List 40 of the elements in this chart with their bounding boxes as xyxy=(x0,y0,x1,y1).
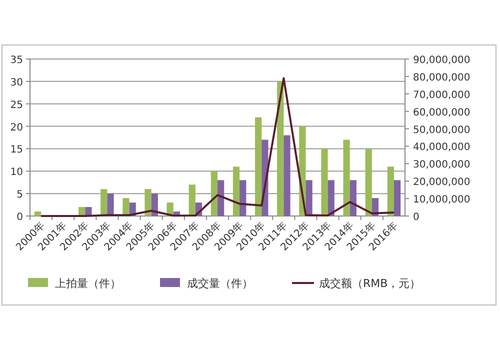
bar xyxy=(387,166,394,216)
bar xyxy=(277,81,284,216)
bar xyxy=(210,171,218,216)
legend-label: 成交额（RMB，元） xyxy=(319,277,421,290)
y-tick-label: 30 xyxy=(10,77,23,88)
bar xyxy=(343,140,350,216)
y2-tick-label: 20,000,000 xyxy=(413,177,470,188)
bar xyxy=(144,189,152,216)
bar xyxy=(255,117,262,216)
bar xyxy=(100,189,108,216)
legend-label: 上拍量（件） xyxy=(55,277,121,290)
bar xyxy=(306,180,312,216)
y2-tick-label: 80,000,000 xyxy=(413,72,470,84)
y2-tick-label: 40,000,000 xyxy=(413,142,470,154)
y-tick-label: 25 xyxy=(10,100,23,111)
y2-tick-label: 0 xyxy=(413,212,420,223)
legend-label: 成交量（件） xyxy=(187,277,253,290)
y-tick-label: 10 xyxy=(10,167,23,178)
bar xyxy=(188,184,196,216)
bar xyxy=(350,180,356,216)
y2-tick-label: 90,000,000 xyxy=(413,55,470,66)
bar xyxy=(218,180,224,216)
bar xyxy=(240,180,246,216)
y2-tick-label: 10,000,000 xyxy=(413,194,470,206)
y2-tick-label: 70,000,000 xyxy=(413,90,470,101)
y2-tick-label: 50,000,000 xyxy=(413,124,470,136)
y-tick-label: 15 xyxy=(10,144,23,156)
bar xyxy=(394,180,401,216)
bar xyxy=(328,180,334,216)
y2-tick-label: 60,000,000 xyxy=(413,107,470,118)
bar xyxy=(232,166,240,216)
bar xyxy=(365,148,372,216)
y-tick-label: 0 xyxy=(16,212,23,223)
y2-tick-label: 30,000,000 xyxy=(413,160,470,171)
bar xyxy=(34,212,42,216)
y-tick-label: 35 xyxy=(10,55,23,66)
bar xyxy=(321,148,328,216)
y-tick-label: 20 xyxy=(10,122,23,134)
y-tick-label: 5 xyxy=(16,190,23,201)
bar xyxy=(284,135,290,216)
